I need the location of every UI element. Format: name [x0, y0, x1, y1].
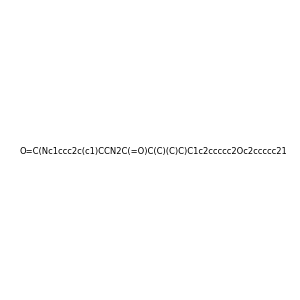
Text: O=C(Nc1ccc2c(c1)CCN2C(=O)C(C)(C)C)C1c2ccccc2Oc2ccccc21: O=C(Nc1ccc2c(c1)CCN2C(=O)C(C)(C)C)C1c2cc…: [20, 147, 288, 156]
